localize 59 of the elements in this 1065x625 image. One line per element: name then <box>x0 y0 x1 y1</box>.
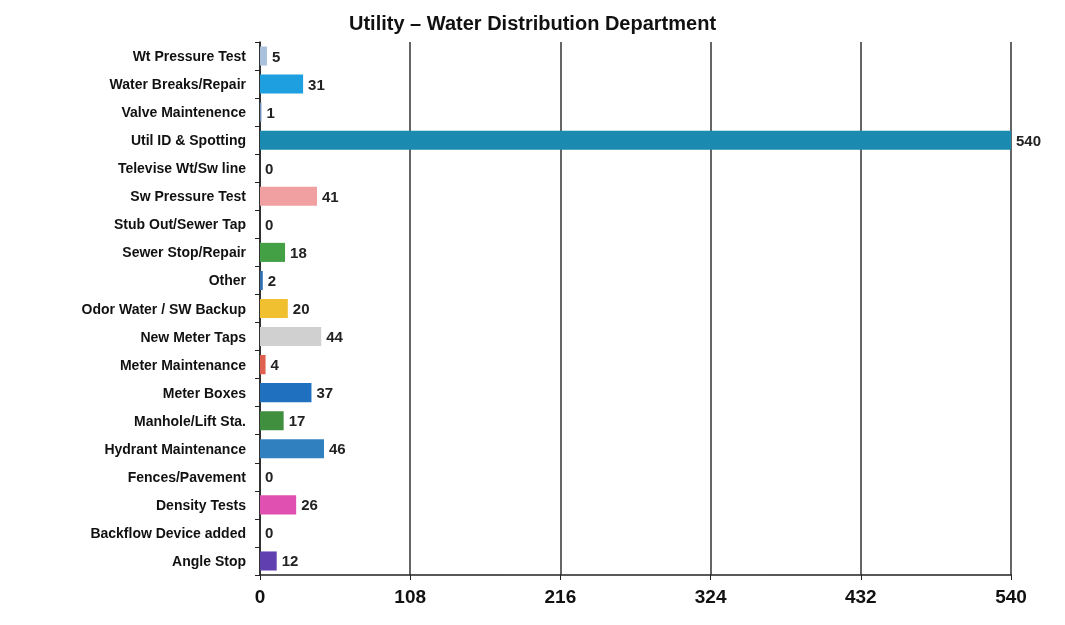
bar <box>260 74 304 94</box>
y-tick-label: Backflow Device added <box>90 524 246 541</box>
data-label: 4 <box>270 356 280 374</box>
y-tick-label: Angle Stop <box>172 552 246 569</box>
y-tick-label: New Meter Taps <box>140 328 247 345</box>
y-tick-label: Meter Maintenance <box>119 356 247 373</box>
data-label: 26 <box>301 496 318 514</box>
data-label: 41 <box>322 187 339 205</box>
data-label: 1 <box>266 103 275 121</box>
data-label: 0 <box>265 215 274 233</box>
bar <box>260 439 324 459</box>
y-tick-label: Sw Pressure Test <box>130 188 247 205</box>
y-tick-label: Televise Wt/Sw line <box>117 160 247 177</box>
bar <box>260 355 266 375</box>
bar <box>260 242 286 262</box>
data-label: 37 <box>316 384 334 402</box>
y-tick-label: Manhole/Lift Sta. <box>134 412 246 429</box>
data-label: 12 <box>281 552 299 570</box>
y-tick-label: Odor Water / SW Backup <box>81 300 246 317</box>
data-label: 2 <box>267 271 277 289</box>
y-tick-label: Valve Maintenence <box>121 104 247 121</box>
data-label: 46 <box>328 440 346 458</box>
data-label: 540 <box>1016 131 1042 149</box>
bar <box>260 186 318 206</box>
y-tick-label: Sewer Stop/Repair <box>122 244 247 261</box>
data-label: 17 <box>288 412 306 430</box>
x-tick-label: 108 <box>394 586 427 607</box>
x-tick-label: 216 <box>544 586 577 607</box>
data-label: 44 <box>326 328 344 346</box>
data-label: 0 <box>265 524 274 542</box>
bar <box>260 46 267 66</box>
y-tick-label: Fences/Pavement <box>127 468 247 485</box>
y-tick-label: Other <box>208 272 247 289</box>
bar <box>260 411 284 431</box>
y-tick-label: Stub Out/Sewer Tap <box>114 216 246 233</box>
x-tick-label: 540 <box>995 586 1027 607</box>
x-tick-label: 432 <box>844 586 877 607</box>
y-tick-label: Meter Boxes <box>162 384 247 401</box>
data-label: 0 <box>265 468 274 486</box>
y-tick-label: Density Tests <box>156 496 247 513</box>
y-tick-label: Util ID & Spotting <box>130 132 246 149</box>
data-label: 18 <box>290 243 307 261</box>
data-label: 31 <box>308 75 325 93</box>
data-label: 0 <box>265 159 274 177</box>
bar <box>260 298 288 319</box>
x-tick-label: 324 <box>694 586 727 607</box>
data-label: 5 <box>271 47 281 65</box>
y-tick-label: Wt Pressure Test <box>132 48 247 65</box>
bar <box>260 383 312 403</box>
chart-title: Utility – Water Distribution Department <box>348 12 717 34</box>
bar <box>260 495 297 515</box>
bar <box>260 130 1011 150</box>
y-tick-label: Hydrant Maintenance <box>104 440 247 457</box>
bar <box>260 270 263 290</box>
data-label: 20 <box>292 300 310 317</box>
bar <box>260 327 322 347</box>
bar <box>260 551 277 571</box>
x-tick-label: 0 <box>254 586 266 607</box>
y-tick-label: Water Breaks/Repair <box>109 76 247 93</box>
